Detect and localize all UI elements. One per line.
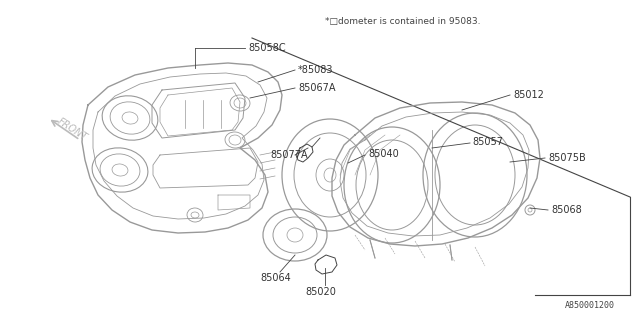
Text: 85040: 85040 (368, 149, 399, 159)
Text: *□dometer is contained in 95083.: *□dometer is contained in 95083. (325, 17, 481, 26)
Text: 85075B: 85075B (548, 153, 586, 163)
Text: 85068: 85068 (551, 205, 582, 215)
Text: 85020: 85020 (305, 287, 336, 297)
Text: 85012: 85012 (513, 90, 544, 100)
Text: FRONT: FRONT (55, 117, 89, 143)
Text: 85057: 85057 (472, 137, 503, 147)
Text: 85067A: 85067A (298, 83, 335, 93)
Text: 85077A: 85077A (270, 150, 308, 160)
Text: A850001200: A850001200 (565, 301, 615, 310)
Text: 85058C: 85058C (248, 43, 285, 53)
Text: 85064: 85064 (260, 273, 291, 283)
Text: *85083: *85083 (298, 65, 333, 75)
